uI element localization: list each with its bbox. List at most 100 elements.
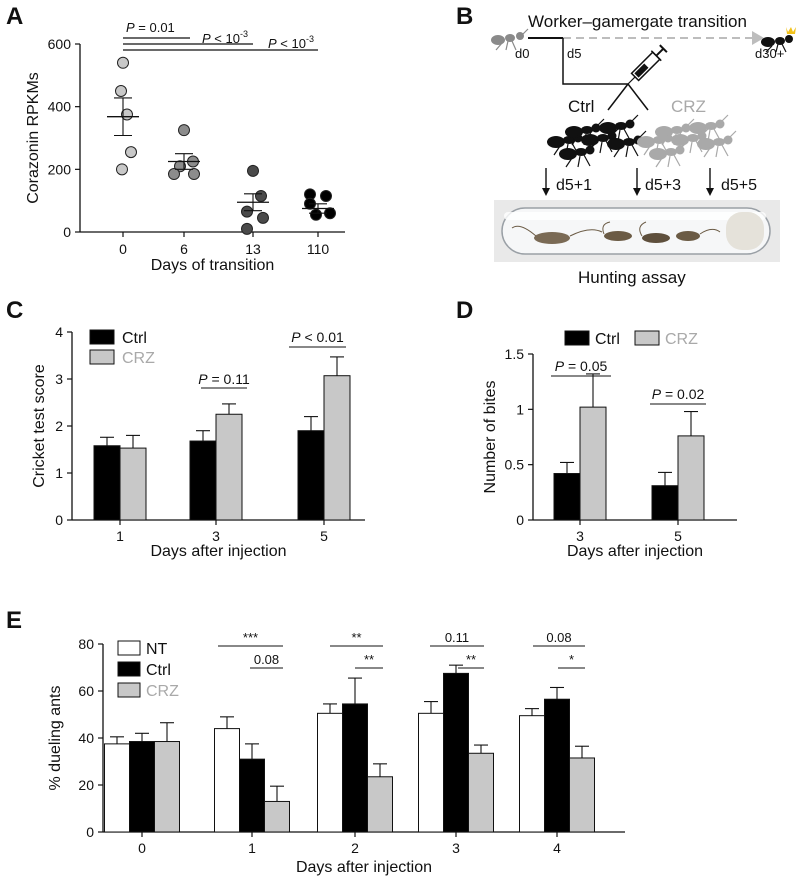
legend-swatch-crz <box>89 349 115 365</box>
ant-thorax <box>575 148 587 156</box>
data-point <box>115 85 127 97</box>
ant-head <box>675 145 685 155</box>
data-point <box>168 168 180 181</box>
x-tick-label: 0 <box>138 840 146 856</box>
x-tick-label: 0 <box>119 241 127 257</box>
ant-gaster <box>559 148 577 160</box>
ant-legs <box>655 140 689 168</box>
ctrl-ants-group-icon <box>547 114 647 168</box>
y-axis-label: Cricket test score <box>31 364 48 488</box>
ant-gaster <box>697 138 715 150</box>
data-point <box>255 189 267 202</box>
ant-thorax <box>563 136 575 144</box>
y-tick-label: 80 <box>78 636 94 652</box>
transition-title: Worker–gamergate transition <box>528 12 747 31</box>
hunting-assay-photo <box>494 200 780 262</box>
x-tick-label: 110 <box>307 241 330 257</box>
branch-to-ctrl <box>607 83 629 111</box>
ant-thorax <box>671 126 683 134</box>
data-point <box>117 56 129 69</box>
legend-swatch-nt <box>117 640 141 656</box>
panel-b-schematic: Worker–gamergate transition d0 d5 d30+ <box>491 12 796 287</box>
x-tick-label: 3 <box>452 840 460 856</box>
ant-thorax <box>581 126 593 134</box>
panel-label-b: B <box>456 3 473 30</box>
ant-gaster <box>599 122 617 134</box>
ant-thorax <box>665 148 677 156</box>
label-d5: d5 <box>567 46 581 61</box>
legend-label-ctrl: Ctrl <box>595 331 620 348</box>
data-point <box>247 164 259 177</box>
y-tick-label: 200 <box>48 161 72 177</box>
significance-label: ** <box>351 630 361 645</box>
timepoint-label-3: d5+5 <box>721 177 757 194</box>
bar-ctrl <box>297 430 325 521</box>
legend-swatch-ctrl <box>117 661 141 677</box>
y-tick-label: 1.5 <box>505 346 525 362</box>
x-tick-label: 5 <box>320 528 328 544</box>
ant-gaster <box>581 134 599 146</box>
ant-legs <box>613 130 647 158</box>
y-tick-label: 0 <box>516 512 524 528</box>
ant-gaster <box>649 148 667 160</box>
bar-ctrl <box>651 485 679 521</box>
crz-ants-group-icon <box>637 114 737 168</box>
p-value-label: P = 0.05 <box>555 358 608 374</box>
ant-head <box>715 119 725 129</box>
y-axis-label: Corazonin RPKMs <box>25 72 42 204</box>
data-point <box>178 124 190 137</box>
y-tick-label: 2 <box>55 418 63 434</box>
ant-thorax <box>623 138 635 146</box>
panel-label-e: E <box>6 607 22 634</box>
ant-gaster <box>671 134 689 146</box>
y-tick-label: 0 <box>55 512 63 528</box>
significance-label: 0.08 <box>254 652 279 667</box>
bar-crz <box>367 776 393 833</box>
bar-ctrl <box>342 703 368 833</box>
bar-crz <box>569 757 595 833</box>
ant-thorax <box>653 136 665 144</box>
ant-gaster <box>689 122 707 134</box>
bar-ctrl <box>189 440 217 521</box>
data-point <box>241 222 253 235</box>
ant-legs <box>695 114 729 142</box>
ant-head <box>625 119 635 129</box>
x-tick-label: 6 <box>180 241 188 257</box>
timepoint-label-1: d5+1 <box>556 177 592 194</box>
ant-head <box>585 145 595 155</box>
bar-ctrl <box>239 758 265 833</box>
legend-label-ctrl: Ctrl <box>122 330 147 347</box>
legend-label-crz: CRZ <box>122 350 155 367</box>
legend-label-crz: CRZ <box>146 683 179 700</box>
y-tick-label: 0 <box>86 824 94 840</box>
ant-head <box>681 123 691 133</box>
y-tick-label: 1 <box>516 401 524 417</box>
timepoint-arrow-2 <box>633 168 641 196</box>
ant-legs <box>605 114 639 142</box>
hunting-assay-caption: Hunting assay <box>578 268 686 287</box>
ctrl-label: Ctrl <box>568 97 594 116</box>
bar-ctrl <box>129 741 155 833</box>
legend-label-ctrl: Ctrl <box>146 662 171 679</box>
cricket-icon <box>511 221 721 244</box>
ant-thorax <box>713 138 725 146</box>
p-value-label: P = 0.01 <box>126 20 175 35</box>
p-value-label: P = 0.11 <box>198 371 250 387</box>
bar-ctrl <box>93 445 121 521</box>
x-axis-label: Days of transition <box>151 257 275 274</box>
data-point <box>320 189 332 202</box>
chart-d: 0 0.5 1 1.5 Number of bites Days after inject… <box>482 330 737 560</box>
y-tick-label: 4 <box>55 324 63 340</box>
ant-thorax <box>705 122 717 130</box>
data-point <box>257 211 269 224</box>
data-point <box>116 163 128 176</box>
x-tick-label: 13 <box>245 241 261 257</box>
significance-label: * <box>569 652 574 667</box>
bar-crz <box>579 406 607 521</box>
bar-nt <box>519 715 545 833</box>
x-tick-label: 1 <box>116 528 124 544</box>
ant-head <box>591 123 601 133</box>
bar-crz <box>215 413 243 521</box>
legend-swatch-ctrl <box>564 330 590 346</box>
significance-label: ** <box>364 652 374 667</box>
